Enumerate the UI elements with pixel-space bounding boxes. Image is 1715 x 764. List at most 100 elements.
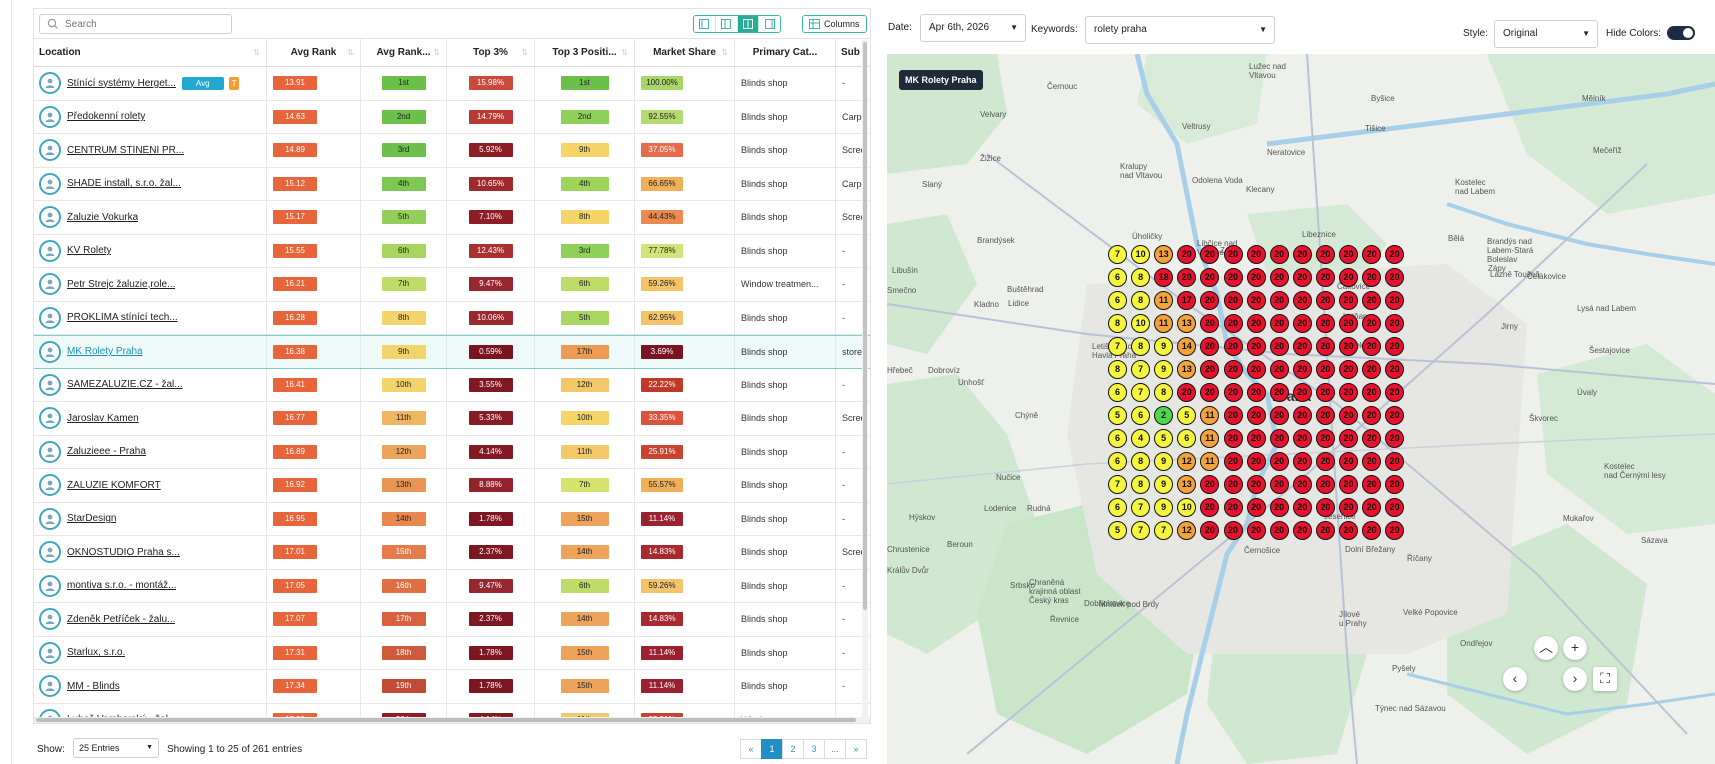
table-row[interactable]: Žaluzie Vokurka 15.17 5th 7.10% 8th 44.43% Bli… [34,201,870,235]
rank-marker[interactable]: 20 [1339,245,1358,264]
rank-marker[interactable]: 20 [1177,245,1197,264]
table-row[interactable]: KV Rolety 15.55 6th 12.43% 3rd 77.78% Blinds s… [34,234,870,268]
rank-marker[interactable]: 20 [1200,314,1220,333]
rank-marker[interactable]: 9 [1154,475,1174,494]
rank-marker[interactable]: 20 [1200,383,1220,402]
rank-marker[interactable]: 20 [1292,245,1312,264]
rank-marker[interactable]: 20 [1246,360,1266,379]
location-link[interactable]: montiva s.r.o. - montáž... [67,580,177,592]
table-row[interactable]: PROKLIMA stínící tech... 16.28 8th 10.06% 5t… [34,301,870,335]
rank-marker[interactable]: 20 [1339,406,1358,425]
rank-marker[interactable]: 6 [1108,383,1127,402]
rank-marker[interactable]: 20 [1315,337,1335,356]
rank-marker[interactable]: 13 [1154,245,1174,264]
rank-marker[interactable]: 8 [1108,360,1127,379]
rank-marker[interactable]: 20 [1315,268,1335,287]
rank-marker[interactable]: 20 [1385,337,1405,356]
page-1-button[interactable]: 1 [761,739,783,759]
column-header-top3-position[interactable]: Top 3 Positi... ⇅ [535,39,635,67]
rank-marker[interactable]: 20 [1315,383,1335,402]
location-link[interactable]: ŽALUZIE KOMFORT [67,479,161,491]
rank-marker[interactable]: 20 [1292,452,1312,471]
rank-marker[interactable]: 20 [1269,475,1289,494]
rank-marker[interactable]: 8 [1154,383,1174,402]
rank-marker[interactable]: 20 [1362,498,1382,517]
column-header-location[interactable]: Location ⇅ [34,39,267,67]
rank-marker[interactable]: 20 [1339,383,1358,402]
rank-marker[interactable]: 11 [1200,429,1220,448]
rank-marker[interactable]: 9 [1154,498,1174,517]
table-row[interactable]: SAMEZALUZIE.CZ - žal... 16.41 10th 3.55% 12t… [34,368,870,402]
table-row[interactable]: OKNOSTUDIO Praha s... 17.01 15th 2.37% 14th 1… [34,536,870,570]
rank-marker[interactable]: 13 [1177,314,1197,333]
rank-marker[interactable]: 20 [1385,429,1405,448]
rank-marker[interactable]: 20 [1362,268,1382,287]
rank-marker[interactable]: 20 [1246,245,1266,264]
column-header-avg-rank-position[interactable]: Avg Rank... ⇅ [361,39,447,67]
location-link[interactable]: Zdeněk Petříček - žalu... [67,613,176,625]
rank-marker[interactable]: 20 [1269,429,1289,448]
location-link[interactable]: Žaluzie Vokurka [67,211,139,223]
rank-marker[interactable]: 20 [1385,291,1405,310]
rank-marker[interactable]: 20 [1385,245,1405,264]
rank-marker[interactable]: 20 [1269,245,1289,264]
page-3-button[interactable]: 3 [803,739,825,759]
hide-colors-toggle[interactable] [1667,26,1695,40]
page-size-select[interactable]: 25 Entries ▼ [73,738,159,758]
rank-marker[interactable]: 20 [1339,360,1358,379]
rank-marker[interactable]: 20 [1246,383,1266,402]
rank-marker[interactable]: 20 [1292,360,1312,379]
rank-marker[interactable]: 20 [1292,521,1312,540]
location-link[interactable]: StarDesign [67,513,117,525]
rank-marker[interactable]: 12 [1177,452,1197,471]
rank-marker[interactable]: 20 [1200,521,1220,540]
rank-marker[interactable]: 20 [1292,429,1312,448]
table-row[interactable]: Předokenní rolety 14.63 2nd 14.79% 2nd 92.55%… [34,100,870,134]
rank-marker[interactable]: 10 [1177,498,1197,517]
rank-marker[interactable]: 11 [1154,314,1174,333]
rank-marker[interactable]: 20 [1223,452,1243,471]
rank-marker[interactable]: 6 [1108,429,1127,448]
location-link[interactable]: CENTRUM STÍNĚNÍ PR... [67,144,185,156]
rank-marker[interactable]: 20 [1362,429,1382,448]
table-row[interactable]: Starlux, s.r.o. 17.31 18th 1.78% 15th 11.14% B… [34,636,870,670]
rank-marker[interactable]: 7 [1108,245,1127,264]
rank-marker[interactable]: 20 [1200,475,1220,494]
rank-marker[interactable]: 20 [1246,429,1266,448]
rank-marker[interactable]: 20 [1385,475,1405,494]
rank-marker[interactable]: 20 [1362,245,1382,264]
rank-marker[interactable]: 20 [1200,268,1220,287]
rank-marker[interactable]: 20 [1246,291,1266,310]
rank-marker[interactable]: 20 [1177,268,1197,287]
rank-marker[interactable]: 20 [1246,521,1266,540]
location-link[interactable]: Předokenní rolety [67,111,146,123]
rank-marker[interactable]: 20 [1223,406,1243,425]
rank-marker[interactable]: 20 [1315,360,1335,379]
column-header-market-share[interactable]: Market Share ⇅ [635,39,735,67]
page-2-button[interactable]: 2 [782,739,804,759]
rank-marker[interactable]: 20 [1200,245,1220,264]
table-row[interactable]: MK Rolety Praha 16.38 9th 0.59% 17th 3.69% Bli… [34,335,870,369]
view-split-left-button[interactable] [715,16,738,32]
rank-marker[interactable]: 8 [1131,268,1151,287]
search-input[interactable] [65,17,225,31]
location-link[interactable]: MM - Blinds [67,680,120,692]
rank-marker[interactable]: 20 [1385,314,1405,333]
rank-marker[interactable]: 20 [1269,452,1289,471]
rank-marker[interactable]: 20 [1223,314,1243,333]
location-link[interactable]: Jaroslav Kamen [67,412,139,424]
column-header-sub[interactable]: Sub [836,39,870,67]
column-header-top3-percent[interactable]: Top 3% ⇅ [447,39,535,67]
rank-marker[interactable]: 20 [1315,521,1335,540]
rank-marker[interactable]: 2 [1154,406,1174,425]
rank-marker[interactable]: 20 [1246,314,1266,333]
location-link[interactable]: Žaluzieee - Praha [67,446,146,458]
rank-marker[interactable]: 20 [1246,268,1266,287]
rank-marker[interactable]: 13 [1177,360,1197,379]
rank-marker[interactable]: 8 [1131,475,1151,494]
rank-marker[interactable]: 20 [1339,475,1358,494]
rank-marker[interactable]: 20 [1362,521,1382,540]
rank-marker[interactable]: 20 [1269,337,1289,356]
table-row[interactable]: Zdeněk Petříček - žalu... 17.07 17th 2.37% 1… [34,603,870,637]
chevron-up-icon[interactable]: ︿ [1534,636,1558,660]
